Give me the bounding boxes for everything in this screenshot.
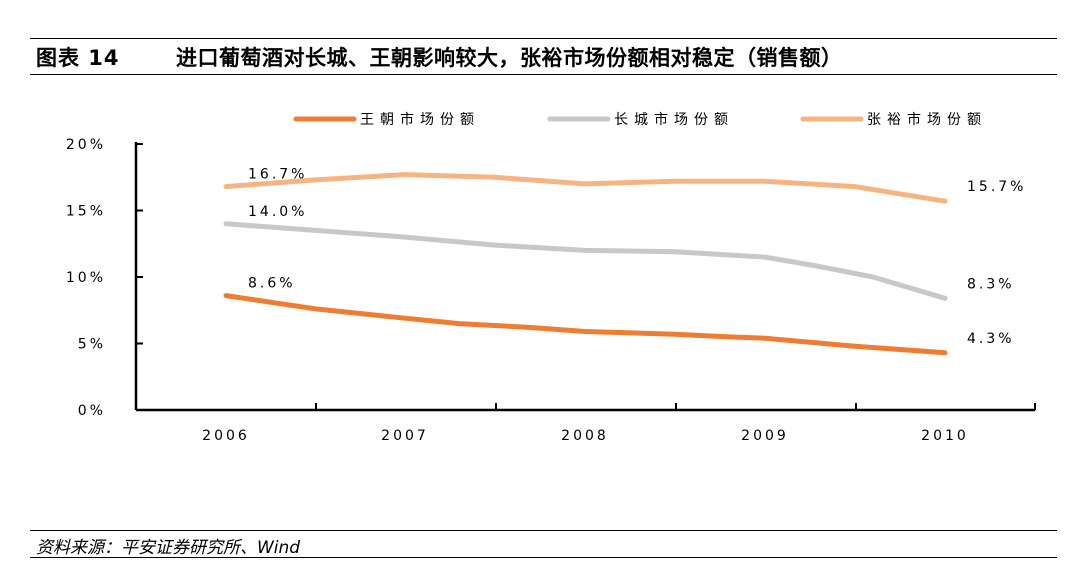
legend-label: 王朝市场份额 — [360, 111, 480, 128]
source-bottom-rule — [30, 557, 1057, 558]
data-label: 14.0% — [248, 204, 307, 220]
series-line-zhangyu — [223, 172, 948, 204]
y-tick-label: 10% — [66, 270, 106, 286]
data-label: 8.6% — [248, 276, 296, 292]
source-top-rule — [30, 530, 1057, 531]
x-tick-label: 2010 — [921, 428, 969, 444]
figure-title: 进口葡萄酒对长城、王朝影响较大，张裕市场份额相对稳定（销售额） — [176, 46, 843, 70]
series-line-changcheng — [223, 221, 948, 301]
x-tick-label: 2007 — [381, 428, 429, 444]
figure-header: 图表 14 进口葡萄酒对长城、王朝影响较大，张裕市场份额相对稳定（销售额） — [36, 40, 843, 74]
x-tick-label: 2006 — [202, 428, 250, 444]
x-tick-label: 2009 — [741, 428, 789, 444]
y-tick-label: 0% — [78, 403, 106, 419]
series-line-wangchao — [223, 293, 948, 356]
legend-label: 张裕市场份额 — [867, 111, 987, 128]
y-tick-label: 20% — [66, 137, 106, 153]
data-label: 15.7% — [967, 179, 1026, 195]
y-tick-label: 5% — [78, 337, 106, 353]
data-label: 8.3% — [967, 276, 1015, 292]
data-label: 16.7% — [248, 167, 307, 183]
title-underline-rule — [30, 74, 1057, 75]
source-note: 资料来源：平安证券研究所、Wind — [36, 538, 301, 558]
top-rule — [30, 38, 1057, 39]
x-tick-label: 2008 — [561, 428, 609, 444]
data-label: 4.3% — [967, 331, 1015, 347]
figure-label: 图表 14 — [36, 46, 120, 70]
legend-label: 长城市场份额 — [614, 111, 734, 128]
y-tick-label: 15% — [66, 204, 106, 220]
